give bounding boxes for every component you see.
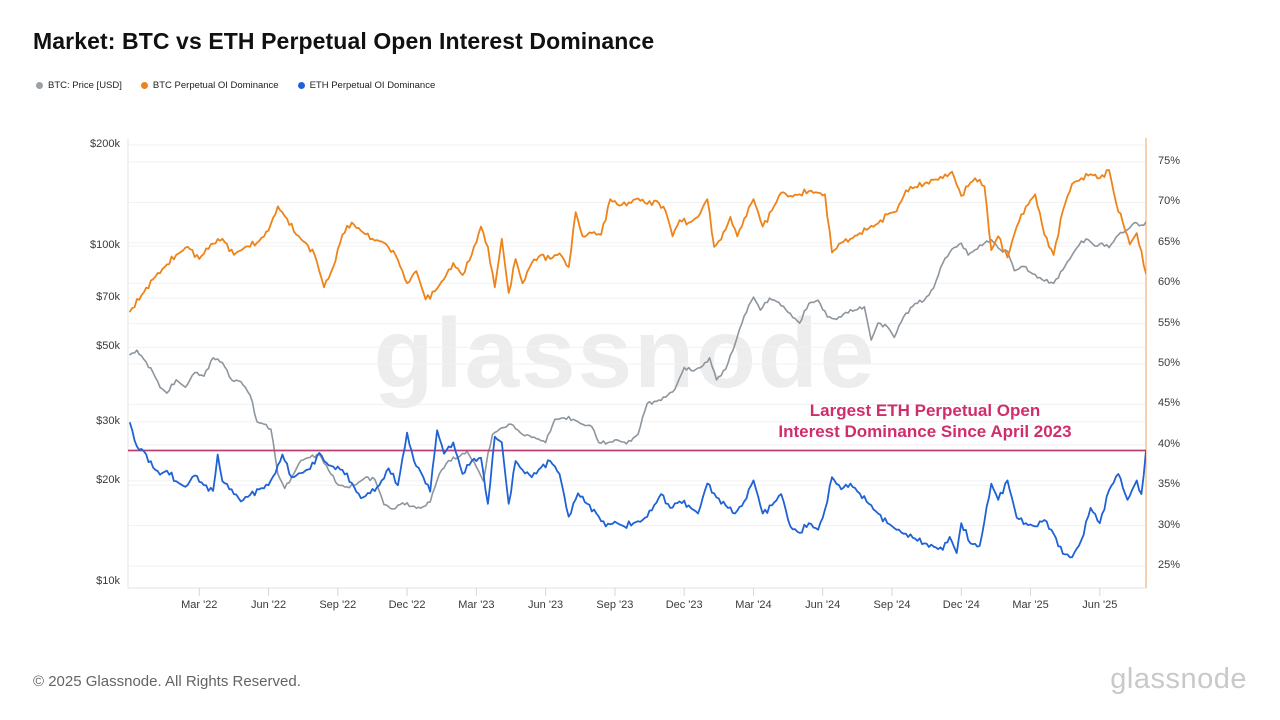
x-tick-label: Sep '22 (319, 599, 357, 611)
legend-item-btc-price: BTC: Price [USD] (36, 80, 122, 91)
series-btc-price-usd- (129, 221, 1146, 510)
page-title: Market: BTC vs ETH Perpetual Open Intere… (33, 28, 655, 54)
legend-dot-gray-icon (36, 82, 43, 89)
y-right-tick-label: 25% (1158, 559, 1181, 572)
series-btc-perpetual-oi-dominance (129, 169, 1146, 313)
legend-dot-orange-icon (140, 82, 148, 89)
x-tick-label: Dec '23 (665, 599, 703, 611)
annotation-line-2: Interest Dominance Since April 2023 (778, 422, 1072, 441)
legend-item-eth-oi-dominance: ETH Perpetual OI Dominance (297, 80, 436, 91)
x-tick-label: Mar '24 (735, 599, 772, 611)
x-tick-label: Jun '24 (805, 599, 841, 611)
y-right-tick-label: 50% (1158, 357, 1181, 370)
y-left-tick-label: $10k (96, 575, 120, 588)
legend-label: BTC Perpetual OI Dominance (152, 80, 279, 91)
y-left-tick-label: $200k (90, 138, 120, 150)
x-tick-label: Jun '23 (528, 599, 564, 611)
x-tick-label: Jun '25 (1082, 599, 1118, 611)
y-left-tick-label: $100k (90, 239, 120, 252)
legend-label: BTC: Price [USD] (48, 80, 122, 91)
y-right-tick-label: 75% (1158, 155, 1181, 167)
chart-legend: BTC: Price [USD] BTC Perpetual OI Domina… (36, 80, 435, 91)
x-tick-label: Dec '22 (388, 599, 426, 611)
x-tick-label: Mar '22 (181, 599, 218, 611)
glassnode-watermark: glassnode (373, 298, 877, 408)
y-right-tick-label: 60% (1158, 276, 1181, 289)
y-left-tick-label: $70k (96, 291, 120, 304)
y-right-tick-label: 40% (1158, 437, 1181, 450)
y-right-tick-label: 55% (1158, 316, 1181, 329)
y-right-tick-label: 45% (1158, 397, 1181, 410)
legend-label: ETH Perpetual OI Dominance (309, 80, 436, 91)
annotation-line-1: Largest ETH Perpetual Open (809, 401, 1041, 420)
x-tick-label: Mar '23 (458, 599, 495, 611)
legend-item-btc-oi-dominance: BTC Perpetual OI Dominance (140, 80, 279, 91)
y-right-tick-label: 35% (1158, 478, 1181, 491)
chart-annotation: Largest ETH Perpetual Open Interest Domi… (769, 400, 1081, 442)
x-tick-label: Sep '23 (596, 599, 634, 611)
y-right-tick-label: 30% (1158, 518, 1181, 531)
x-tick-label: Dec '24 (942, 599, 980, 611)
copyright-text: © 2025 Glassnode. All Rights Reserved. (33, 673, 301, 690)
y-left-tick-label: $30k (96, 414, 120, 427)
x-tick-label: Mar '25 (1012, 599, 1049, 611)
series-eth-perpetual-oi-dominance (129, 422, 1146, 559)
y-left-tick-label: $50k (96, 340, 120, 353)
x-tick-label: Sep '24 (873, 599, 911, 611)
legend-dot-blue-icon (297, 82, 305, 89)
glassnode-logo: glassnode (1110, 663, 1247, 695)
y-left-tick-label: $20k (96, 473, 120, 486)
x-tick-label: Jun '22 (250, 599, 287, 611)
y-right-tick-label: 65% (1158, 235, 1181, 248)
y-right-tick-label: 70% (1158, 195, 1181, 208)
